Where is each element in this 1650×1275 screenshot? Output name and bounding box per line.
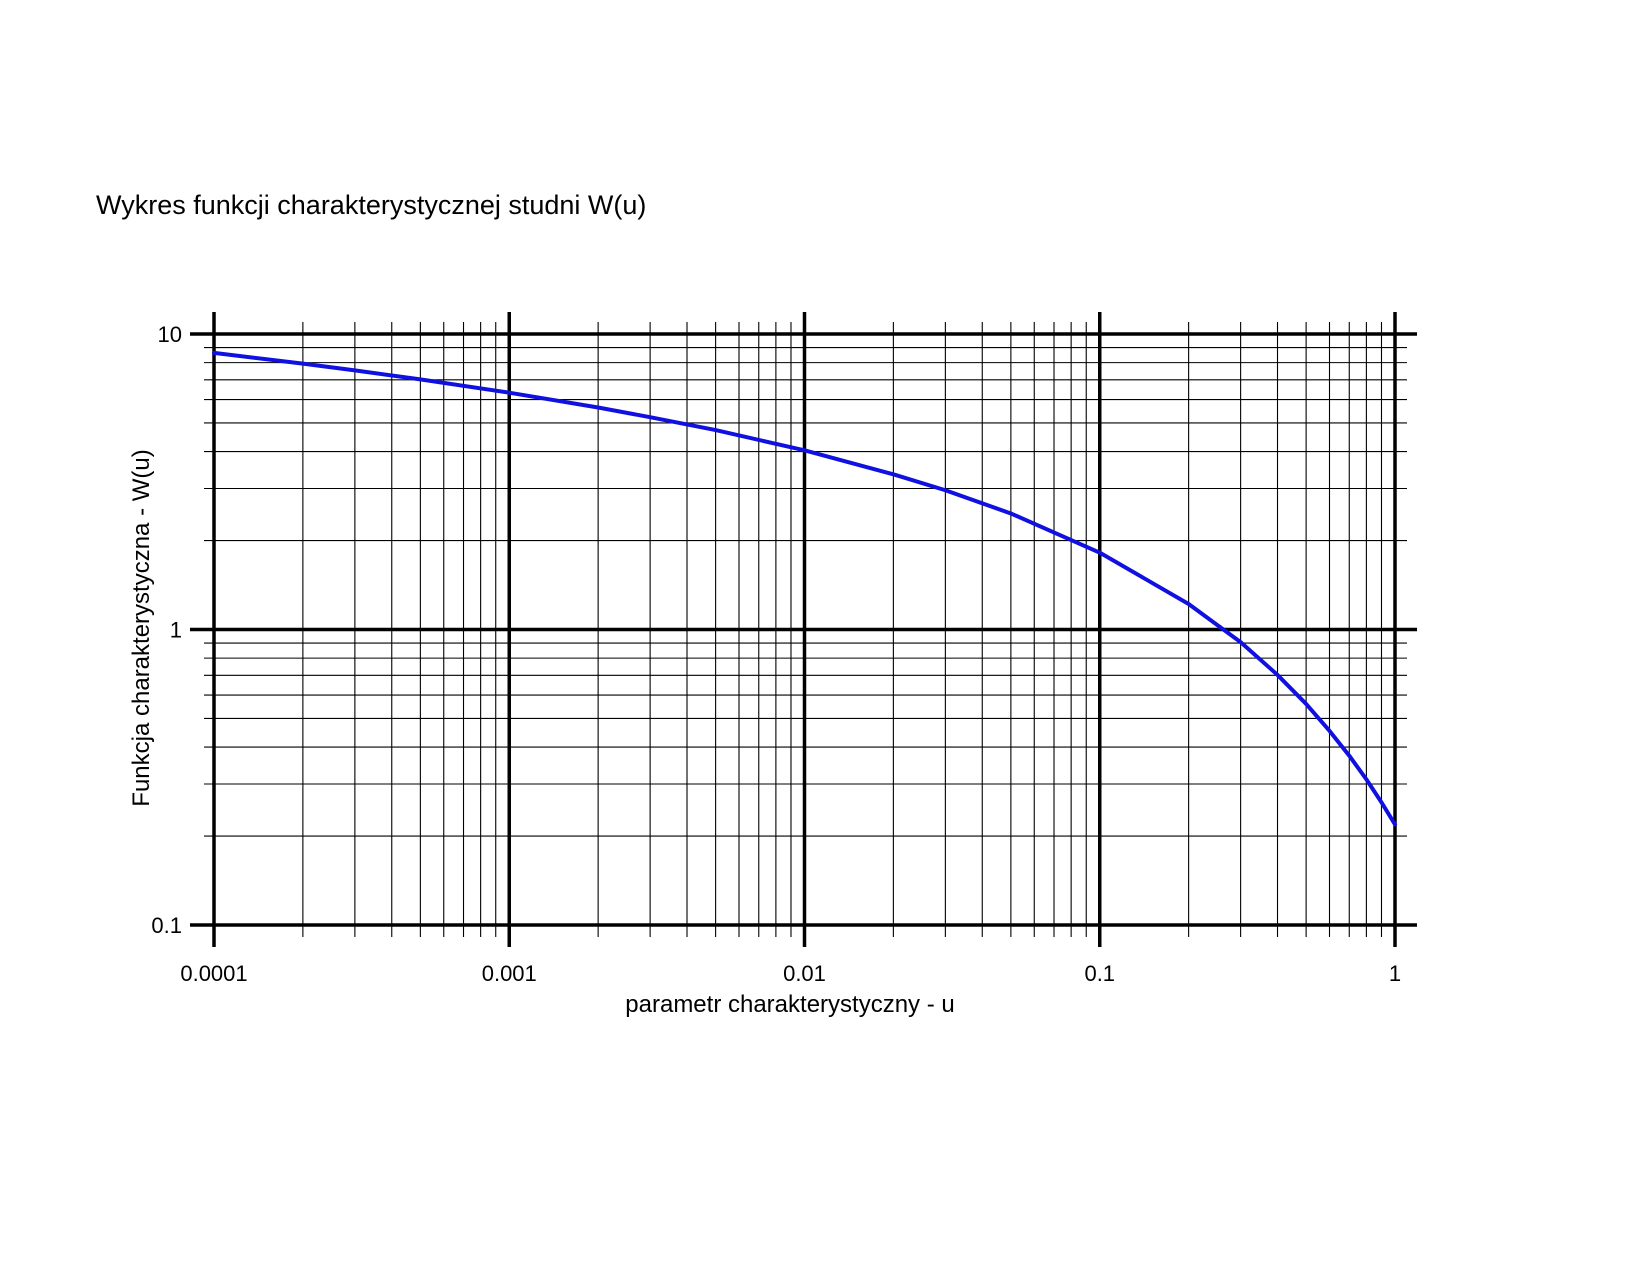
y-axis-label: Funkcja charakterystyczna - W(u) [128, 449, 155, 806]
x-tick-label: 0.01 [783, 961, 826, 986]
y-tick-label: 1 [170, 618, 182, 643]
x-tick-label: 0.1 [1084, 961, 1115, 986]
series-line [212, 350, 1397, 827]
x-axis-label: parametr charakterystyczny - u [625, 991, 954, 1018]
chart-title: Wykres funkcji charakterystycznej studni… [96, 190, 647, 220]
y-tick-label: 10 [158, 322, 182, 347]
x-tick-label: 0.001 [482, 961, 537, 986]
tick-labels: 0.0001 0.001 0.01 0.1 1 0.1 1 10 [151, 322, 1401, 986]
y-tick-label: 0.1 [151, 913, 182, 938]
x-tick-label: 1 [1389, 961, 1401, 986]
grid-major [190, 312, 1417, 947]
x-tick-label: 0.0001 [180, 961, 247, 986]
series-layer [212, 350, 1397, 827]
